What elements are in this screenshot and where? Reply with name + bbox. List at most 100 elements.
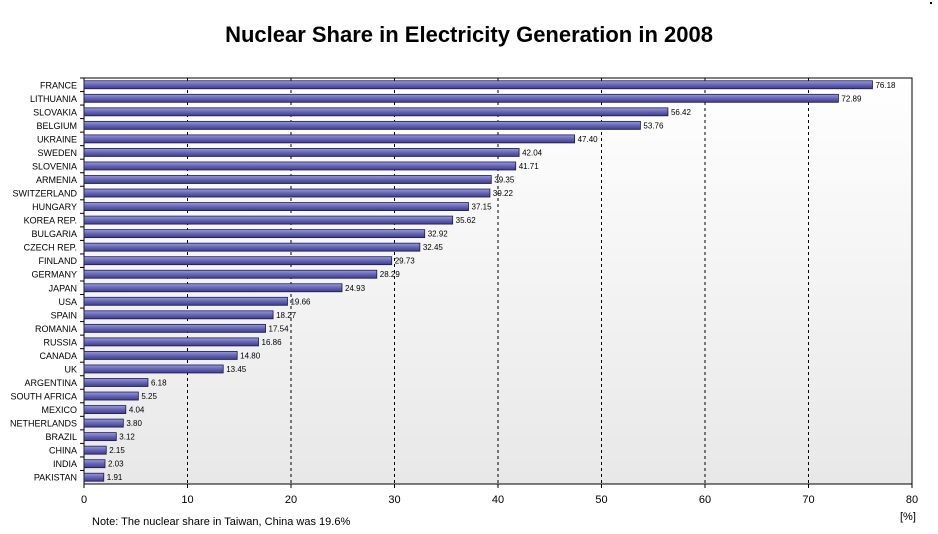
bar xyxy=(83,337,259,347)
bar xyxy=(83,432,117,442)
category-label: NETHERLANDS xyxy=(10,419,77,429)
data-label: 4.04 xyxy=(129,406,145,415)
x-tick-label: 0 xyxy=(81,494,87,506)
x-tick-label: 30 xyxy=(388,494,400,506)
category-label: CANADA xyxy=(39,351,77,361)
bar xyxy=(83,215,454,225)
category-label: JAPAN xyxy=(49,283,77,293)
x-tick-label: 20 xyxy=(285,494,297,506)
category-label: FRANCE xyxy=(40,80,77,90)
x-tick-label: 80 xyxy=(906,494,918,506)
bar xyxy=(83,269,378,279)
category-label: ARGENTINA xyxy=(24,378,77,388)
bar xyxy=(83,229,426,239)
category-label: ROMANIA xyxy=(35,324,77,334)
x-tick-label: 50 xyxy=(595,494,607,506)
bar xyxy=(83,242,421,252)
bar xyxy=(83,445,107,455)
data-label: 72.89 xyxy=(841,94,862,103)
bar xyxy=(83,310,274,320)
data-label: 47.40 xyxy=(578,135,599,144)
data-label: 3.12 xyxy=(119,433,135,442)
category-label: KOREA REP. xyxy=(24,216,77,226)
category-label: UKRAINE xyxy=(37,134,77,144)
bar xyxy=(83,148,520,157)
category-label: CZECH REP. xyxy=(24,243,77,253)
data-label: 39.35 xyxy=(494,176,515,185)
category-label: LITHUANIA xyxy=(30,94,77,104)
category-label: BRAZIL xyxy=(45,432,77,442)
data-label: 76.18 xyxy=(875,81,896,90)
data-label: 35.62 xyxy=(456,216,477,225)
data-label: 1.91 xyxy=(107,473,123,482)
bar xyxy=(83,93,839,103)
data-label: 2.15 xyxy=(109,446,125,455)
x-tick-label: 10 xyxy=(181,494,193,506)
bar xyxy=(83,175,492,184)
bar xyxy=(83,80,873,90)
data-label: 32.92 xyxy=(428,230,449,239)
category-label: SWITZERLAND xyxy=(12,189,77,199)
category-label: BULGARIA xyxy=(31,229,77,239)
category-label: BELGIUM xyxy=(36,121,77,131)
bar xyxy=(83,472,105,482)
bar xyxy=(83,296,288,306)
bar xyxy=(83,161,517,171)
data-label: 24.93 xyxy=(345,284,366,293)
bar xyxy=(83,418,124,428)
category-label: GERMANY xyxy=(31,270,77,280)
category-label: CHINA xyxy=(49,446,77,456)
x-axis-unit-label: [%] xyxy=(900,511,916,523)
bar xyxy=(83,134,575,144)
category-label: UK xyxy=(64,364,77,374)
data-label: 16.86 xyxy=(262,338,283,347)
corner-mark xyxy=(930,2,932,4)
bar xyxy=(83,391,139,401)
data-label: 5.25 xyxy=(141,392,157,401)
category-label: SLOVAKIA xyxy=(33,107,77,117)
bar xyxy=(83,364,224,374)
data-label: 18.27 xyxy=(276,311,297,320)
data-label: 42.04 xyxy=(522,148,543,157)
data-label: 28.29 xyxy=(380,270,401,279)
bar xyxy=(83,188,491,198)
x-tick-label: 60 xyxy=(699,494,711,506)
data-label: 17.54 xyxy=(269,324,290,333)
data-label: 39.22 xyxy=(493,189,514,198)
bar xyxy=(83,202,469,211)
bar xyxy=(83,107,669,117)
category-label: FINLAND xyxy=(38,256,77,266)
data-label: 32.45 xyxy=(423,243,444,252)
data-label: 19.66 xyxy=(290,297,311,306)
bar xyxy=(83,323,266,333)
bar xyxy=(83,459,106,469)
data-label: 3.80 xyxy=(126,419,142,428)
category-label: HUNGARY xyxy=(32,202,77,212)
bar xyxy=(83,378,149,387)
data-label: 2.03 xyxy=(108,460,124,469)
bar xyxy=(83,283,343,293)
data-label: 53.76 xyxy=(643,121,664,130)
category-label: USA xyxy=(58,297,77,307)
bar xyxy=(83,256,393,266)
data-label: 14.80 xyxy=(240,351,261,360)
chart-title: Nuclear Share in Electricity Generation … xyxy=(225,22,713,47)
data-label: 37.15 xyxy=(472,203,493,212)
category-label: INDIA xyxy=(53,459,77,469)
x-tick-label: 40 xyxy=(492,494,504,506)
data-label: 13.45 xyxy=(226,365,247,374)
bar xyxy=(83,405,127,414)
category-label: SLOVENIA xyxy=(32,161,77,171)
bar xyxy=(83,351,238,360)
data-label: 41.71 xyxy=(519,162,540,171)
data-label: 29.73 xyxy=(395,257,416,266)
data-label: 6.18 xyxy=(151,379,167,388)
chart-note: Note: The nuclear share in Taiwan, China… xyxy=(92,516,351,528)
bar xyxy=(83,120,641,130)
x-tick-label: 70 xyxy=(802,494,814,506)
data-label: 56.42 xyxy=(671,108,692,117)
category-label: SOUTH AFRICA xyxy=(10,392,77,402)
category-label: SPAIN xyxy=(51,310,77,320)
category-label: RUSSIA xyxy=(43,337,77,347)
